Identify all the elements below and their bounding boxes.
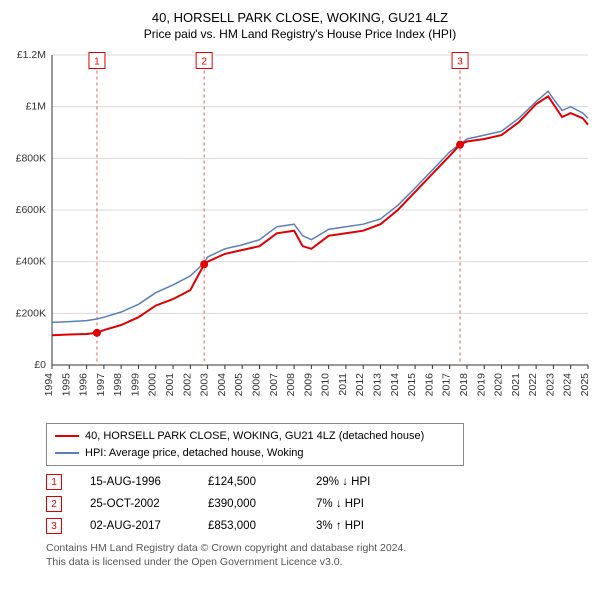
svg-text:2019: 2019: [475, 373, 487, 397]
svg-text:1999: 1999: [129, 373, 141, 397]
svg-text:2021: 2021: [510, 373, 522, 397]
svg-text:2005: 2005: [233, 373, 245, 397]
chart-subtitle: Price paid vs. HM Land Registry's House …: [8, 27, 592, 41]
svg-text:2015: 2015: [406, 373, 418, 397]
sale-price: £124,500: [208, 476, 288, 488]
legend: 40, HORSELL PARK CLOSE, WOKING, GU21 4LZ…: [46, 423, 464, 466]
svg-text:1997: 1997: [95, 373, 107, 397]
svg-text:2001: 2001: [164, 373, 176, 397]
legend-row-series2: HPI: Average price, detached house, Woki…: [55, 445, 455, 462]
svg-text:2023: 2023: [544, 373, 556, 397]
svg-text:£600K: £600K: [16, 204, 46, 216]
legend-row-series1: 40, HORSELL PARK CLOSE, WOKING, GU21 4LZ…: [55, 428, 455, 445]
svg-text:£200K: £200K: [16, 307, 46, 319]
sale-marker-icon: 3: [46, 518, 62, 534]
svg-text:2003: 2003: [199, 373, 211, 397]
svg-text:1994: 1994: [43, 373, 55, 397]
svg-text:2009: 2009: [302, 373, 314, 397]
sale-marker-icon: 2: [46, 496, 62, 512]
table-row: 3 02-AUG-2017 £853,000 3% ↑ HPI: [46, 518, 592, 534]
svg-text:2013: 2013: [372, 373, 384, 397]
svg-text:£0: £0: [34, 359, 46, 371]
table-row: 1 15-AUG-1996 £124,500 29% ↓ HPI: [46, 474, 592, 490]
sale-date: 02-AUG-2017: [90, 520, 180, 532]
svg-text:£800K: £800K: [16, 152, 46, 164]
svg-text:2000: 2000: [147, 373, 159, 397]
svg-text:2004: 2004: [216, 373, 228, 397]
sale-date: 15-AUG-1996: [90, 476, 180, 488]
sale-price: £853,000: [208, 520, 288, 532]
svg-text:2024: 2024: [562, 373, 574, 397]
sales-table: 1 15-AUG-1996 £124,500 29% ↓ HPI 2 25-OC…: [46, 474, 592, 534]
svg-text:2007: 2007: [268, 373, 280, 397]
chart-title: 40, HORSELL PARK CLOSE, WOKING, GU21 4LZ: [8, 10, 592, 25]
svg-text:1998: 1998: [112, 373, 124, 397]
svg-text:1: 1: [94, 57, 100, 68]
svg-text:2008: 2008: [285, 373, 297, 397]
svg-text:1996: 1996: [78, 373, 90, 397]
svg-text:2010: 2010: [320, 373, 332, 397]
svg-text:2017: 2017: [441, 373, 453, 397]
sale-delta: 29% ↓ HPI: [316, 476, 406, 488]
svg-text:2: 2: [201, 57, 207, 68]
svg-text:2022: 2022: [527, 373, 539, 397]
footnote: Contains HM Land Registry data © Crown c…: [46, 542, 592, 569]
table-row: 2 25-OCT-2002 £390,000 7% ↓ HPI: [46, 496, 592, 512]
svg-text:2016: 2016: [423, 373, 435, 397]
legend-label-series2: HPI: Average price, detached house, Woki…: [85, 445, 304, 462]
footnote-line: This data is licensed under the Open Gov…: [46, 556, 592, 570]
svg-text:2002: 2002: [181, 373, 193, 397]
svg-text:£1.2M: £1.2M: [17, 49, 46, 61]
svg-text:£1M: £1M: [26, 101, 46, 113]
svg-text:2025: 2025: [579, 373, 591, 397]
svg-text:1995: 1995: [60, 373, 72, 397]
legend-swatch-series2: [55, 452, 79, 454]
svg-text:2018: 2018: [458, 373, 470, 397]
svg-text:2012: 2012: [354, 373, 366, 397]
svg-text:£400K: £400K: [16, 256, 46, 268]
sale-date: 25-OCT-2002: [90, 498, 180, 510]
sale-marker-icon: 1: [46, 474, 62, 490]
sale-delta: 7% ↓ HPI: [316, 498, 406, 510]
sale-delta: 3% ↑ HPI: [316, 520, 406, 532]
svg-text:2014: 2014: [389, 373, 401, 397]
legend-swatch-series1: [55, 435, 79, 437]
legend-label-series1: 40, HORSELL PARK CLOSE, WOKING, GU21 4LZ…: [85, 428, 424, 445]
svg-text:3: 3: [457, 57, 463, 68]
footnote-line: Contains HM Land Registry data © Crown c…: [46, 542, 592, 556]
svg-text:2020: 2020: [493, 373, 505, 397]
sale-price: £390,000: [208, 498, 288, 510]
price-chart: £0 £200K £400K £600K £800K £1M £1.2M 1994 1995 19…: [8, 47, 592, 417]
svg-text:2006: 2006: [250, 373, 262, 397]
svg-text:2011: 2011: [337, 373, 349, 396]
